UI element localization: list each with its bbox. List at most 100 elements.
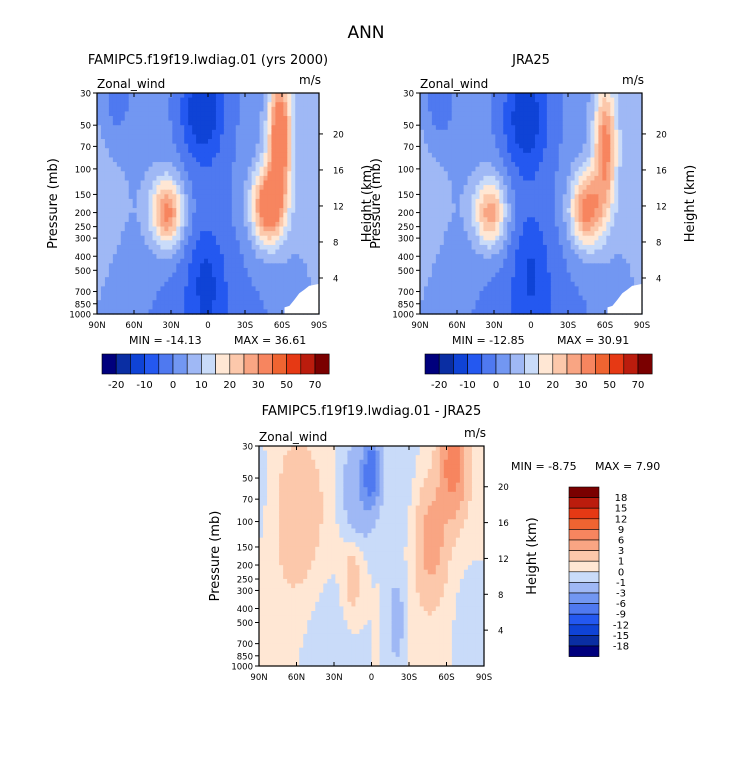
contour-cell — [283, 176, 288, 181]
contour-cell — [460, 167, 465, 172]
contour-cell — [511, 204, 516, 209]
contour-cell — [121, 139, 126, 144]
contour-cell — [622, 254, 627, 259]
contour-cell — [507, 222, 512, 227]
contour-cell — [515, 263, 520, 268]
contour-cell — [160, 102, 165, 107]
contour-cell — [527, 213, 532, 218]
contour-cell — [260, 227, 265, 232]
contour-cell — [594, 139, 599, 144]
contour-cell — [527, 176, 532, 181]
contour-cell — [129, 268, 134, 273]
contour-cell — [626, 263, 631, 268]
contour-cell — [196, 231, 201, 236]
contour-cell — [145, 286, 150, 291]
contour-cell — [543, 263, 548, 268]
contour-cell — [129, 176, 134, 181]
contour-cell — [192, 245, 197, 250]
contour-cell — [160, 277, 165, 282]
contour-cell — [125, 273, 130, 278]
contour-cell — [436, 125, 441, 130]
contour-cell — [291, 176, 296, 181]
contour-cell — [444, 199, 449, 204]
contour-cell — [610, 157, 615, 162]
contour-cell — [587, 98, 592, 103]
contour-cell — [307, 217, 312, 222]
contour-cell — [196, 222, 201, 227]
contour-cell — [440, 227, 445, 232]
contour-cell — [220, 277, 225, 282]
contour-cell — [428, 240, 433, 245]
contour-cell — [212, 180, 217, 185]
contour-cell — [224, 93, 229, 98]
contour-cell — [240, 268, 245, 273]
contour-cell — [279, 134, 284, 139]
contour-cell — [567, 134, 572, 139]
contour-cell — [630, 250, 635, 255]
contour-cell — [184, 180, 189, 185]
contour-cell — [228, 217, 233, 222]
contour-cell — [156, 185, 161, 190]
contour-cell — [121, 148, 126, 153]
contour-cell — [527, 227, 532, 232]
contour-cell — [109, 190, 114, 195]
contour-cell — [180, 190, 185, 195]
contour-cell — [456, 153, 461, 158]
contour-cell — [220, 222, 225, 227]
contour-cell — [109, 259, 114, 264]
contour-cell — [491, 130, 496, 135]
contour-cell — [164, 176, 169, 181]
contour-cell — [432, 217, 437, 222]
contour-cell — [428, 134, 433, 139]
contour-cell — [113, 204, 118, 209]
contour-cell — [598, 213, 603, 218]
contour-cell — [311, 93, 316, 98]
contour-cell — [220, 98, 225, 103]
contour-cell — [153, 157, 158, 162]
contour-cell — [204, 162, 209, 167]
contour-cell — [587, 217, 592, 222]
contour-cell — [543, 116, 548, 121]
contour-cell — [224, 222, 229, 227]
contour-cell — [113, 185, 118, 190]
contour-cell — [622, 171, 627, 176]
contour-cell — [196, 107, 201, 112]
contour-cell — [630, 273, 635, 278]
contour-cell — [248, 176, 253, 181]
contour-cell — [551, 236, 556, 241]
contour-cell — [101, 199, 106, 204]
contour-cell — [156, 102, 161, 107]
contour-cell — [188, 286, 193, 291]
contour-cell — [307, 134, 312, 139]
contour-cell — [204, 296, 209, 301]
contour-cell — [420, 190, 425, 195]
contour-cell — [125, 204, 130, 209]
contour-cell — [156, 204, 161, 209]
contour-cell — [571, 121, 576, 126]
contour-cell — [511, 231, 516, 236]
contour-cell — [101, 240, 106, 245]
contour-cell — [236, 222, 241, 227]
contour-cell — [137, 171, 142, 176]
contour-cell — [109, 139, 114, 144]
contour-cell — [109, 286, 114, 291]
contour-cell — [303, 111, 308, 116]
contour-cell — [133, 263, 138, 268]
contour-cell — [622, 268, 627, 273]
contour-cell — [634, 121, 639, 126]
contour-cell — [141, 291, 146, 296]
contour-cell — [129, 130, 134, 135]
contour-cell — [507, 259, 512, 264]
contour-cell — [495, 236, 500, 241]
contour-cell — [579, 208, 584, 213]
contour-cell — [97, 171, 102, 176]
contour-cell — [172, 139, 177, 144]
contour-cell — [456, 250, 461, 255]
contour-cell — [598, 98, 603, 103]
contour-cell — [105, 204, 110, 209]
contour-cell — [503, 250, 508, 255]
contour-cell — [208, 139, 213, 144]
contour-cell — [432, 263, 437, 268]
contour-cell — [156, 217, 161, 222]
contour-cell — [275, 102, 280, 107]
